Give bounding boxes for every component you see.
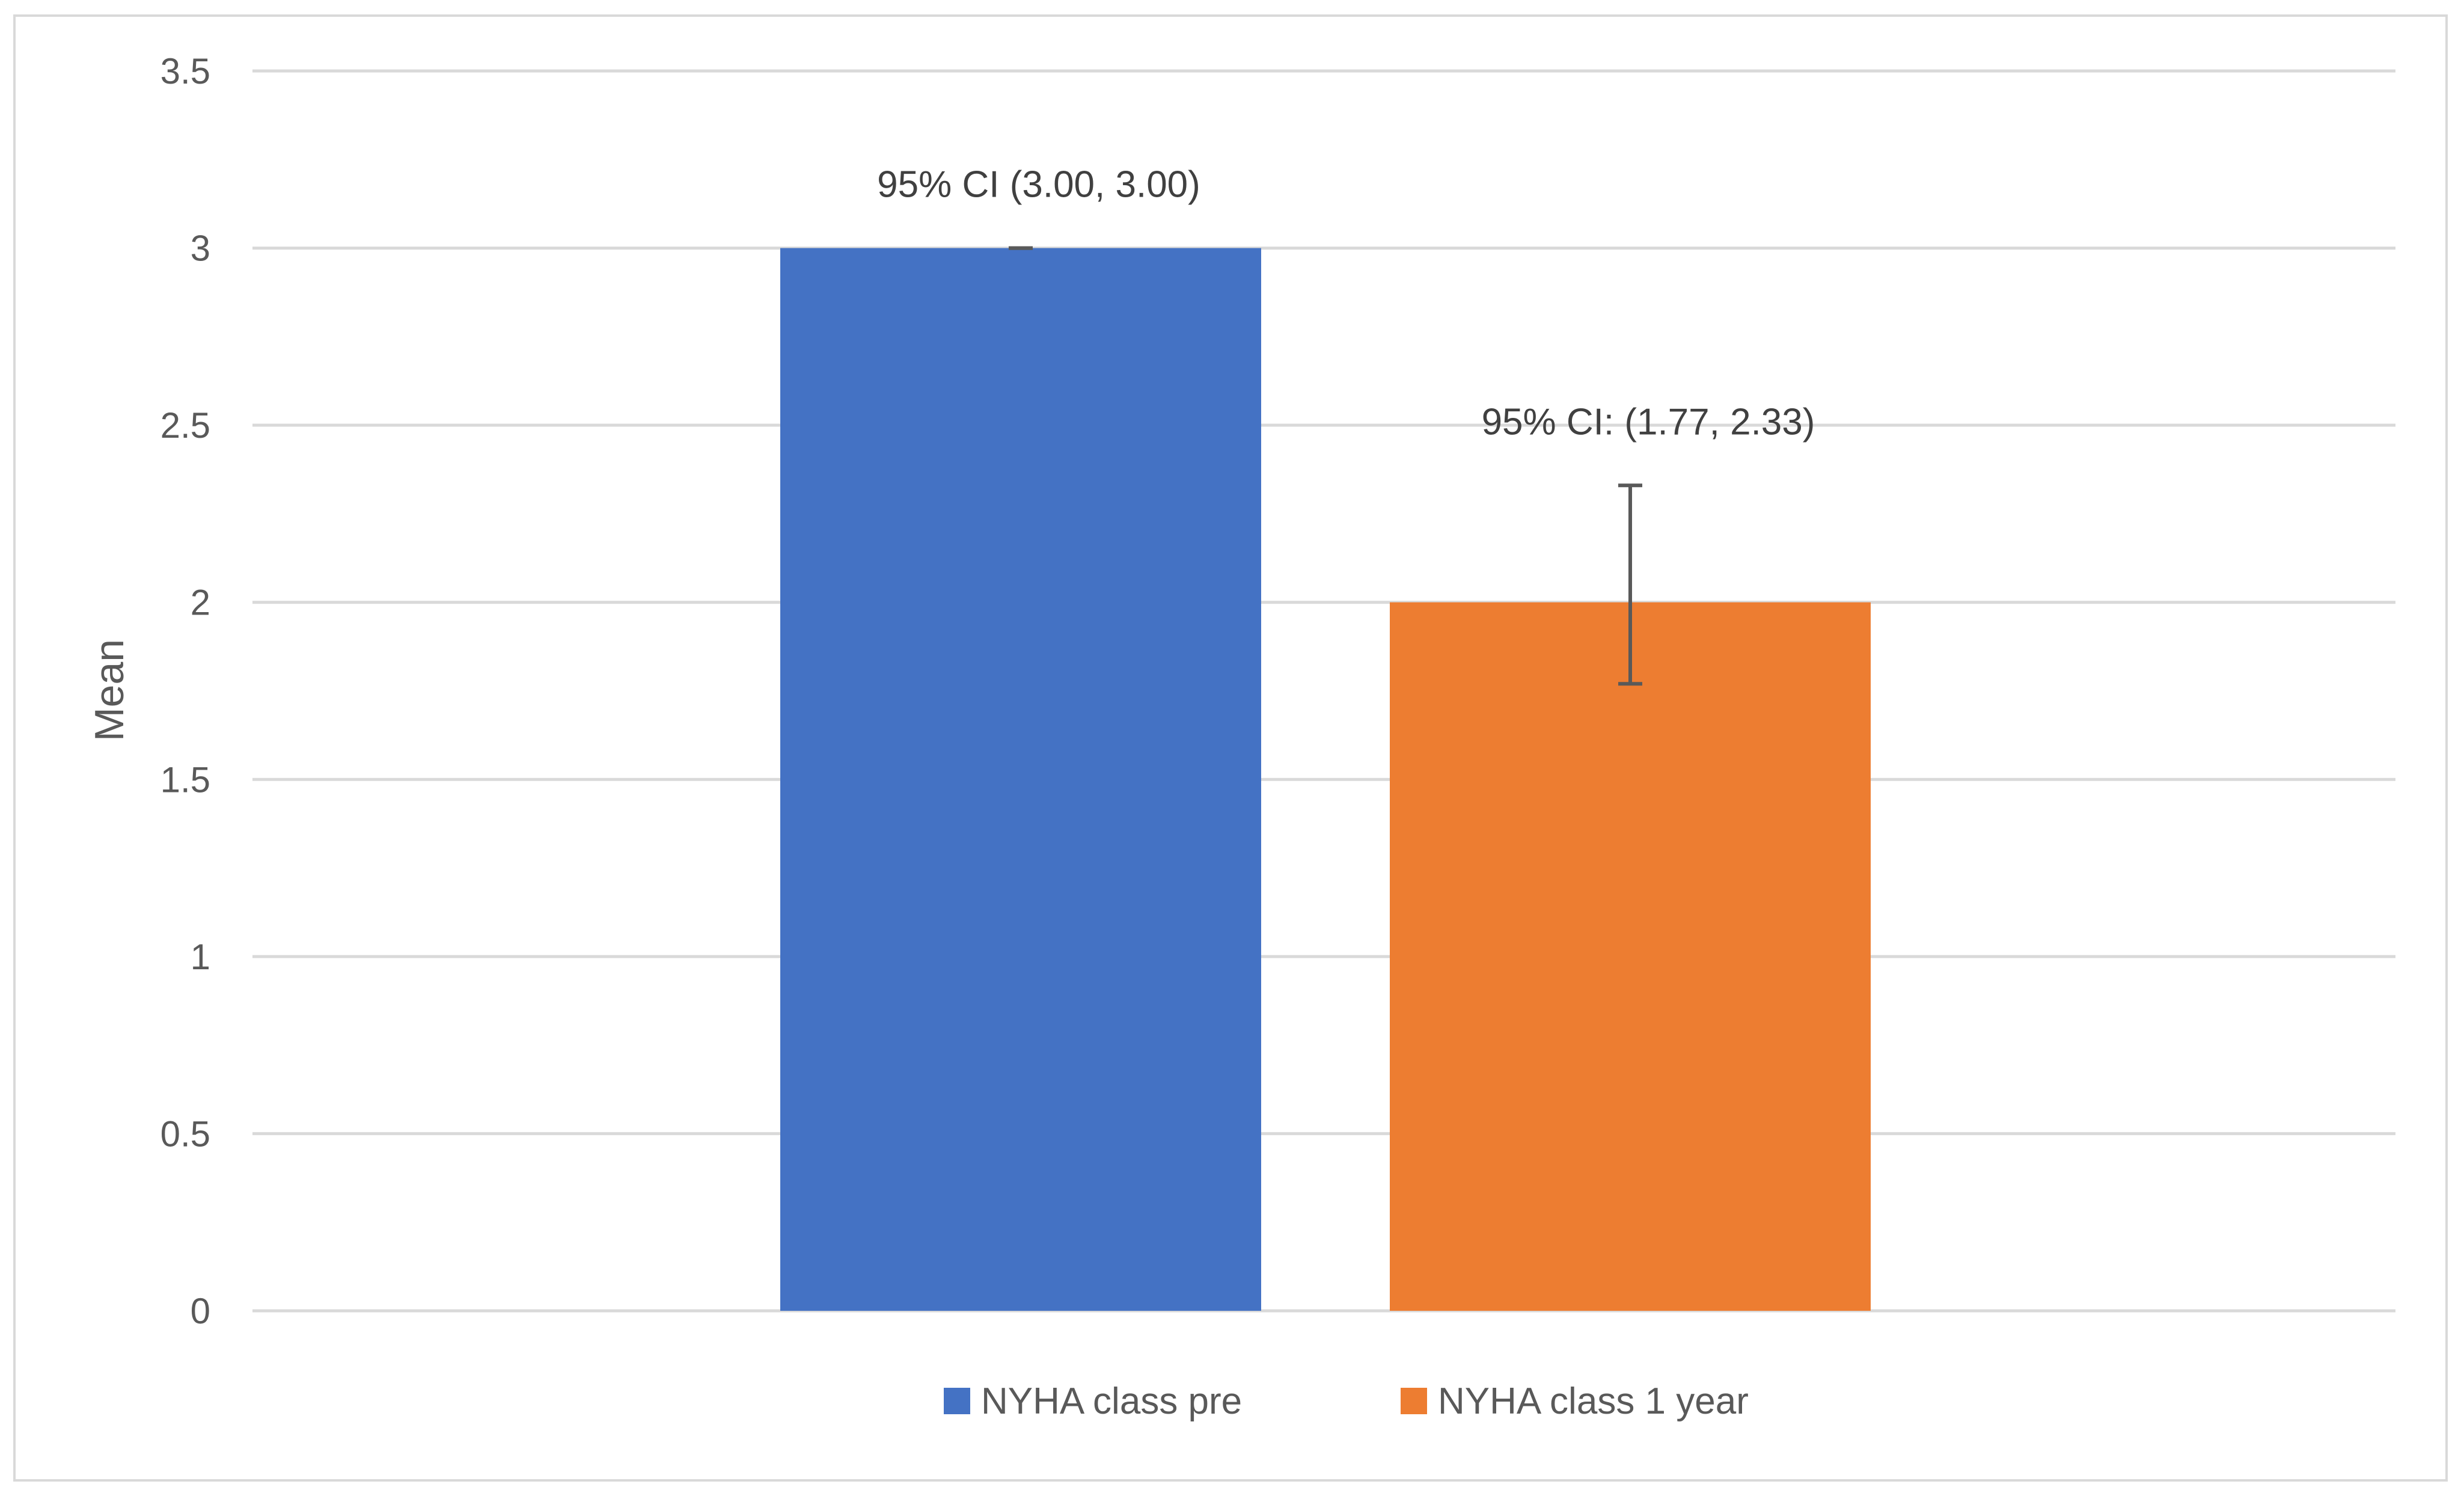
y-tick-label: 2.5 [160, 405, 210, 446]
legend-label: NYHA class pre [981, 1381, 1242, 1422]
error-bar [1618, 483, 1642, 686]
y-tick-label: 2 [191, 583, 210, 623]
y-axis-ticks: 0 0.5 1 1.5 2 2.5 3 3.5 [160, 51, 210, 1331]
error-bars [1009, 246, 1642, 686]
y-tick-label: 1.5 [160, 759, 210, 800]
y-tick-label: 0.5 [160, 1114, 210, 1154]
y-tick-label: 1 [191, 937, 210, 977]
y-tick-label: 3 [191, 228, 210, 269]
bars [780, 248, 1871, 1311]
legend-label: NYHA class 1 year [1438, 1381, 1749, 1422]
y-axis-title: Mean [87, 639, 132, 741]
bar-nyha-1-year [1390, 602, 1871, 1311]
bar-nyha-pre [780, 248, 1261, 1311]
data-label-ci: 95% CI: (1.77, 2.33) [1482, 401, 1815, 443]
legend: NYHA class pre NYHA class 1 year [944, 1381, 1749, 1422]
y-tick-label: 0 [191, 1291, 210, 1331]
data-label-ci: 95% CI (3.00, 3.00) [877, 164, 1200, 206]
data-labels: 95% CI (3.00, 3.00) 95% CI: (1.77, 2.33) [877, 164, 1815, 443]
y-tick-label: 3.5 [160, 51, 210, 91]
legend-swatch [944, 1388, 970, 1414]
legend-swatch [1401, 1388, 1427, 1414]
gridlines [252, 69, 2395, 1313]
